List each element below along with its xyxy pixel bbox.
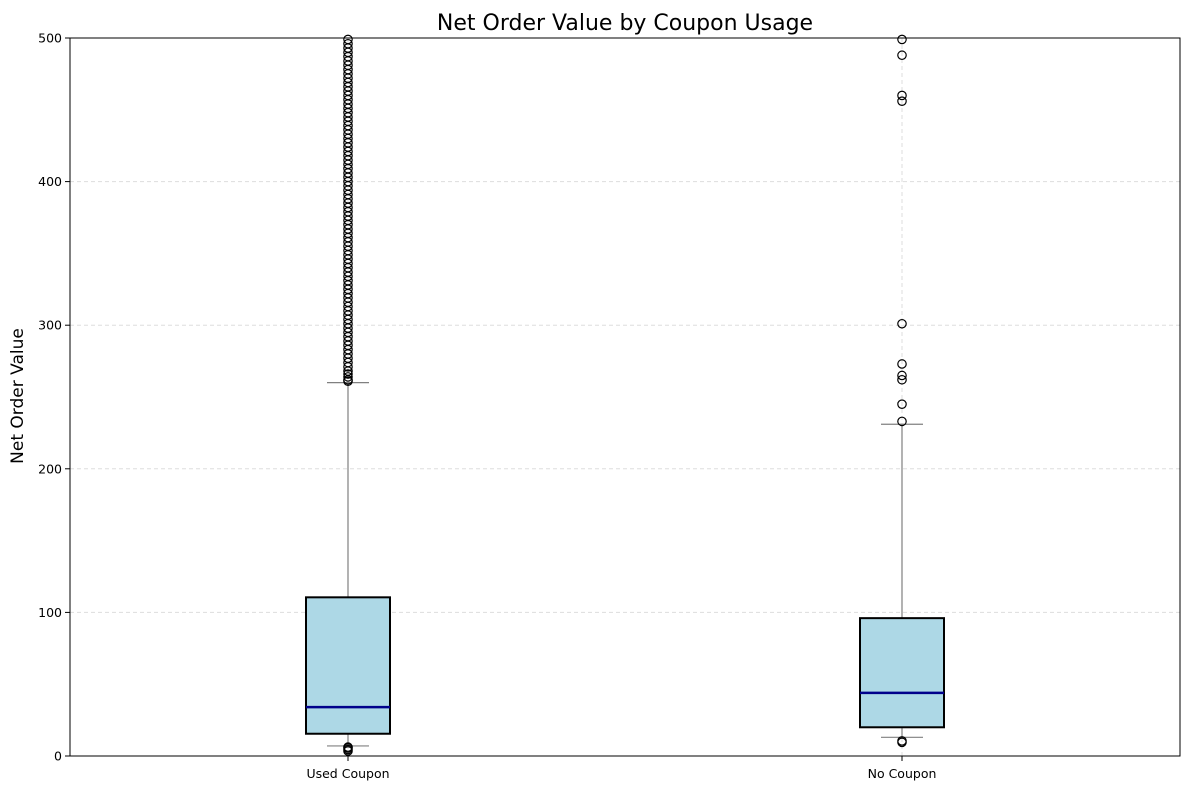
outlier-point bbox=[897, 736, 907, 746]
outlier-point bbox=[897, 359, 907, 369]
outlier-point bbox=[897, 50, 907, 61]
y-axis-label: Net Order Value bbox=[8, 328, 28, 464]
boxes-layer bbox=[305, 34, 945, 756]
outlier-point bbox=[897, 96, 907, 106]
x-tick-label: Used Coupon bbox=[306, 766, 389, 781]
y-tick-label: 0 bbox=[54, 749, 62, 764]
box-group bbox=[859, 34, 945, 748]
y-tick-label: 200 bbox=[38, 461, 62, 476]
grid-lines bbox=[70, 37, 1180, 757]
y-tick-label: 300 bbox=[38, 318, 62, 333]
outlier-point bbox=[343, 369, 353, 379]
y-tick-label: 500 bbox=[38, 31, 62, 46]
outlier-point bbox=[897, 399, 907, 409]
box-group bbox=[305, 34, 391, 756]
outlier-point bbox=[897, 318, 907, 329]
iqr-box bbox=[859, 617, 945, 729]
outlier-point bbox=[897, 370, 907, 381]
outlier-point bbox=[897, 34, 907, 45]
outlier-point bbox=[897, 416, 907, 427]
outlier-point bbox=[897, 374, 907, 385]
outlier-point bbox=[343, 372, 353, 382]
outlier-point bbox=[343, 742, 353, 752]
axes-layer: 0 100 200 300 400 500 Used Coupon No Coupon bbox=[38, 31, 936, 782]
plot-area-frame bbox=[69, 37, 1181, 757]
outlier-point bbox=[343, 38, 353, 49]
outlier-point bbox=[343, 34, 353, 45]
outlier-point bbox=[897, 90, 907, 101]
iqr-box bbox=[305, 596, 391, 735]
y-tick-label: 100 bbox=[38, 605, 62, 620]
x-tick-label: No Coupon bbox=[868, 766, 937, 781]
y-tick-label: 400 bbox=[38, 174, 62, 189]
chart-title: Net Order Value by Coupon Usage bbox=[437, 11, 813, 36]
